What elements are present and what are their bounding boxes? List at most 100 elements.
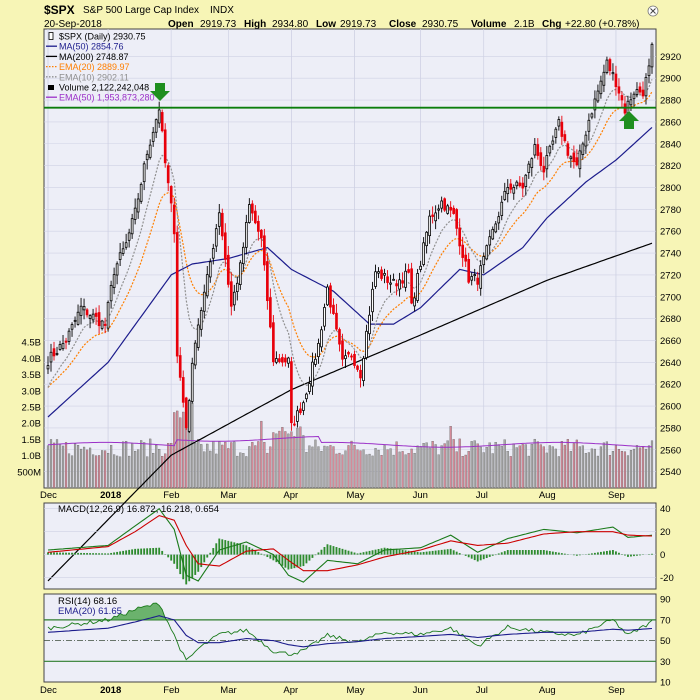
volume-bar bbox=[500, 446, 503, 489]
candle bbox=[187, 398, 191, 433]
volume-bar bbox=[371, 455, 374, 489]
macd-histogram-bar bbox=[389, 548, 392, 555]
volume-bar bbox=[206, 443, 209, 489]
candle bbox=[103, 317, 107, 334]
volume-bar bbox=[452, 439, 455, 489]
volume-bar bbox=[203, 451, 206, 489]
macd-histogram-bar bbox=[281, 554, 284, 566]
macd-histogram-bar bbox=[563, 553, 566, 555]
down-arrow-icon bbox=[150, 83, 170, 101]
macd-histogram-bar bbox=[104, 553, 107, 555]
volume-bar bbox=[311, 446, 314, 489]
candle bbox=[515, 180, 519, 190]
volume-value: 2.1B bbox=[514, 19, 535, 30]
volume-bar bbox=[218, 441, 221, 489]
macd-histogram-bar bbox=[71, 552, 73, 555]
candle bbox=[377, 267, 380, 279]
candle bbox=[413, 292, 416, 312]
x-tick-label: Jul bbox=[476, 490, 488, 501]
macd-histogram-bar bbox=[158, 547, 161, 555]
x-tick-label-bottom: May bbox=[347, 685, 365, 696]
volume-bar bbox=[473, 440, 476, 489]
macd-histogram-bar bbox=[176, 554, 179, 569]
volume-bar bbox=[209, 450, 212, 489]
macd-histogram-bar bbox=[615, 551, 617, 555]
candle bbox=[251, 200, 254, 221]
macd-histogram-bar bbox=[59, 552, 61, 555]
volume-bar bbox=[215, 453, 218, 489]
macd-histogram-bar bbox=[92, 553, 95, 555]
candle bbox=[539, 147, 543, 171]
candle bbox=[311, 352, 314, 395]
volume-bar bbox=[137, 449, 140, 489]
svg-text:EMA(20) 2889.97: EMA(20) 2889.97 bbox=[59, 62, 130, 72]
macd-histogram-bar bbox=[170, 554, 173, 561]
volume-bar bbox=[98, 455, 101, 489]
candle bbox=[106, 300, 110, 332]
price-tick-label: 2800 bbox=[660, 183, 681, 194]
candle bbox=[52, 341, 56, 361]
volume-bar bbox=[338, 452, 341, 489]
volume-bar bbox=[197, 439, 200, 489]
volume-bar bbox=[173, 412, 176, 489]
legend-entry: MA(50) 2854.76 bbox=[46, 42, 124, 52]
macd-histogram-bar bbox=[551, 551, 554, 555]
volume-bar bbox=[476, 443, 479, 489]
candle bbox=[305, 392, 308, 403]
volume-bar bbox=[152, 452, 155, 489]
x-tick-label: Mar bbox=[220, 490, 236, 501]
candle bbox=[341, 333, 344, 367]
volume-bar bbox=[401, 451, 404, 489]
macd-histogram-bar bbox=[98, 553, 101, 555]
x-tick-label: Jun bbox=[413, 490, 428, 501]
volume-bar bbox=[104, 450, 107, 489]
candle bbox=[335, 303, 338, 331]
macd-histogram-bar bbox=[254, 550, 257, 555]
price-tick-label: 2620 bbox=[660, 380, 681, 391]
candle bbox=[94, 307, 98, 325]
volume-bar bbox=[377, 449, 380, 489]
volume-bar bbox=[596, 455, 599, 489]
candle bbox=[410, 262, 413, 305]
volume-bar bbox=[602, 442, 605, 489]
macd-histogram-bar bbox=[353, 552, 356, 555]
macd-histogram-bar bbox=[524, 550, 527, 555]
macd-histogram-bar bbox=[612, 550, 614, 555]
macd-histogram-bar bbox=[527, 550, 530, 555]
macd-histogram-bar bbox=[185, 554, 188, 585]
close-icon[interactable] bbox=[647, 5, 659, 17]
macd-histogram-bar bbox=[236, 543, 239, 555]
macd-histogram-bar bbox=[53, 552, 55, 555]
macd-histogram-bar bbox=[449, 548, 452, 555]
rsi-tick-label: 30 bbox=[660, 657, 671, 668]
macd-histogram-bar bbox=[521, 550, 524, 555]
macd-histogram-bar bbox=[110, 552, 113, 555]
macd-histogram-bar bbox=[128, 549, 131, 555]
volume-bar bbox=[638, 447, 642, 489]
svg-text:MA(200) 2748.87: MA(200) 2748.87 bbox=[59, 52, 129, 62]
volume-bar bbox=[239, 452, 242, 489]
svg-text:MA(50) 2854.76: MA(50) 2854.76 bbox=[59, 42, 124, 52]
macd-histogram-bar bbox=[488, 554, 491, 557]
volume-bar bbox=[560, 441, 563, 489]
volume-bar bbox=[374, 448, 377, 489]
macd-histogram-bar bbox=[500, 552, 503, 555]
volume-bar bbox=[46, 445, 50, 489]
x-tick-label-bottom: 2018 bbox=[100, 685, 121, 696]
candle bbox=[91, 308, 95, 324]
candle bbox=[70, 322, 74, 337]
candle bbox=[497, 211, 501, 230]
macd-label: MACD(12,26,9) 16.872, 16.218, 0.654 bbox=[58, 504, 219, 515]
candle bbox=[467, 252, 471, 284]
macd-histogram-bar bbox=[86, 553, 88, 555]
candle bbox=[545, 146, 549, 178]
candle bbox=[617, 78, 621, 101]
macd-tick-label: 0 bbox=[660, 550, 665, 561]
macd-histogram-bar bbox=[113, 552, 116, 555]
price-tick-label: 2720 bbox=[660, 270, 681, 281]
candle bbox=[386, 270, 389, 290]
candle bbox=[554, 126, 558, 144]
candle bbox=[524, 173, 528, 196]
volume-bar bbox=[362, 449, 365, 489]
macd-histogram-bar bbox=[533, 550, 536, 555]
